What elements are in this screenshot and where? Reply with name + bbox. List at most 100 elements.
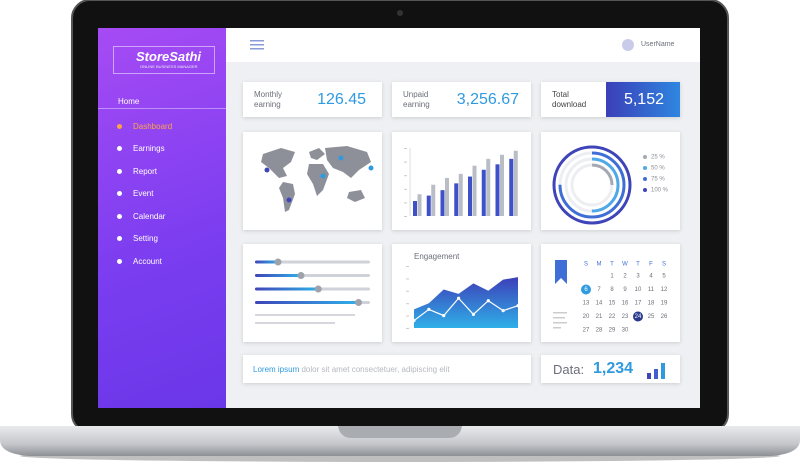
day[interactable]: 29 — [609, 328, 616, 334]
slider-fill — [255, 287, 319, 291]
note-highlight: Lorem ipsum — [253, 365, 300, 374]
weekday: M — [597, 262, 602, 268]
day[interactable]: 10 — [635, 287, 642, 293]
calendar-card: S M T W T F S 1 2 3 4 5 6 7 8 9 10 11 12 13 14 15 16 17 18 19 20 21… — [541, 244, 680, 342]
stat-highlight — [606, 82, 680, 117]
day[interactable]: 4 — [649, 274, 653, 280]
day[interactable]: 16 — [622, 301, 629, 307]
slider-knob[interactable] — [297, 272, 305, 279]
weekday: S — [662, 262, 666, 268]
slider-card — [243, 244, 382, 342]
nav-item[interactable]: Home — [118, 97, 140, 106]
tagline: ONLINE BUSINESS MANAGER — [140, 64, 198, 69]
stat-label: Monthly earning — [254, 90, 283, 109]
text-line — [255, 314, 355, 316]
nav-item[interactable]: Account — [133, 257, 162, 266]
bar — [417, 194, 422, 216]
bar — [495, 164, 500, 216]
note-text: dolor sit amet consectetuer, adipiscing … — [301, 365, 450, 374]
day[interactable]: 28 — [596, 328, 603, 334]
legend-dot — [643, 166, 647, 170]
day[interactable]: 23 — [622, 314, 629, 320]
nav-item[interactable]: Dashboard — [133, 122, 173, 131]
axis-tick — [406, 303, 409, 305]
day[interactable]: 14 — [596, 301, 603, 307]
nav-bullet — [117, 169, 122, 174]
data-card: Data: 1,234 — [541, 355, 680, 383]
point — [412, 318, 416, 323]
slider-knob[interactable] — [314, 285, 322, 293]
axis-tick — [406, 290, 409, 292]
legend-label: 50 % — [651, 166, 665, 172]
day[interactable]: 5 — [662, 274, 666, 280]
day[interactable]: 17 — [635, 301, 642, 307]
day[interactable]: 25 — [648, 314, 655, 320]
logo: StoreSathi — [136, 49, 202, 64]
bar-chart — [404, 148, 518, 217]
notch — [338, 426, 462, 438]
day[interactable]: 18 — [648, 301, 655, 307]
ring — [552, 145, 632, 225]
bar — [481, 169, 486, 216]
day[interactable]: 11 — [648, 287, 655, 293]
sliders — [255, 258, 370, 324]
menu-icon[interactable] — [250, 39, 266, 51]
text-line — [553, 312, 567, 314]
text-line — [553, 327, 561, 329]
day[interactable]: 3 — [636, 274, 640, 280]
engagement-card: Engagement — [392, 244, 531, 342]
nav-item[interactable]: Calendar — [133, 212, 166, 221]
nav-item[interactable]: Report — [133, 167, 158, 176]
day[interactable]: 26 — [661, 314, 668, 320]
axis-tick — [404, 148, 407, 149]
bar — [500, 154, 504, 216]
weekday: S — [584, 262, 588, 268]
day[interactable]: 20 — [583, 314, 590, 320]
bar-card — [392, 132, 531, 230]
day[interactable]: 19 — [661, 301, 668, 307]
day[interactable]: 7 — [597, 287, 601, 293]
ring — [564, 157, 620, 213]
bar — [486, 158, 491, 216]
day[interactable]: 2 — [623, 274, 627, 280]
data-value: 1,234 — [593, 360, 634, 377]
ring — [558, 151, 626, 219]
nav-item[interactable]: Setting — [133, 234, 158, 243]
data-icon — [647, 363, 665, 379]
nav-bullet — [117, 236, 122, 241]
bookmark-icon — [555, 260, 567, 284]
day[interactable]: 15 — [609, 301, 616, 307]
day[interactable]: 13 — [583, 301, 590, 307]
nav-item[interactable]: Event — [133, 189, 154, 198]
avatar[interactable] — [622, 39, 634, 51]
day[interactable]: 1 — [610, 274, 614, 280]
bar — [468, 176, 472, 216]
day[interactable]: 6 — [584, 287, 588, 293]
day[interactable]: 12 — [661, 287, 668, 293]
username[interactable]: UserName — [641, 41, 675, 48]
text-line — [553, 322, 567, 324]
point — [516, 304, 520, 308]
axis-tick — [404, 202, 407, 204]
day[interactable]: 21 — [596, 314, 603, 320]
day[interactable]: 8 — [610, 287, 614, 293]
slider-track — [255, 260, 370, 264]
legend-label: 100 % — [651, 188, 669, 194]
legend-label: 25 % — [651, 155, 665, 161]
slider-knob[interactable] — [355, 299, 362, 306]
slider-knob[interactable] — [274, 258, 282, 266]
day[interactable]: 30 — [622, 328, 629, 334]
map-card — [243, 132, 382, 230]
day[interactable]: 27 — [583, 328, 590, 334]
engagement-chart: Engagement — [406, 252, 520, 329]
laptop-base — [0, 426, 800, 456]
data-label: Data: — [553, 362, 585, 377]
bar — [426, 195, 431, 216]
day[interactable]: 9 — [623, 287, 627, 293]
day[interactable]: 24 — [635, 314, 642, 320]
nav-bullet — [117, 259, 122, 264]
axis-tick — [404, 161, 407, 163]
nav-item[interactable]: Earnings — [133, 144, 165, 153]
day[interactable]: 22 — [609, 314, 616, 320]
logo-box — [113, 46, 215, 74]
